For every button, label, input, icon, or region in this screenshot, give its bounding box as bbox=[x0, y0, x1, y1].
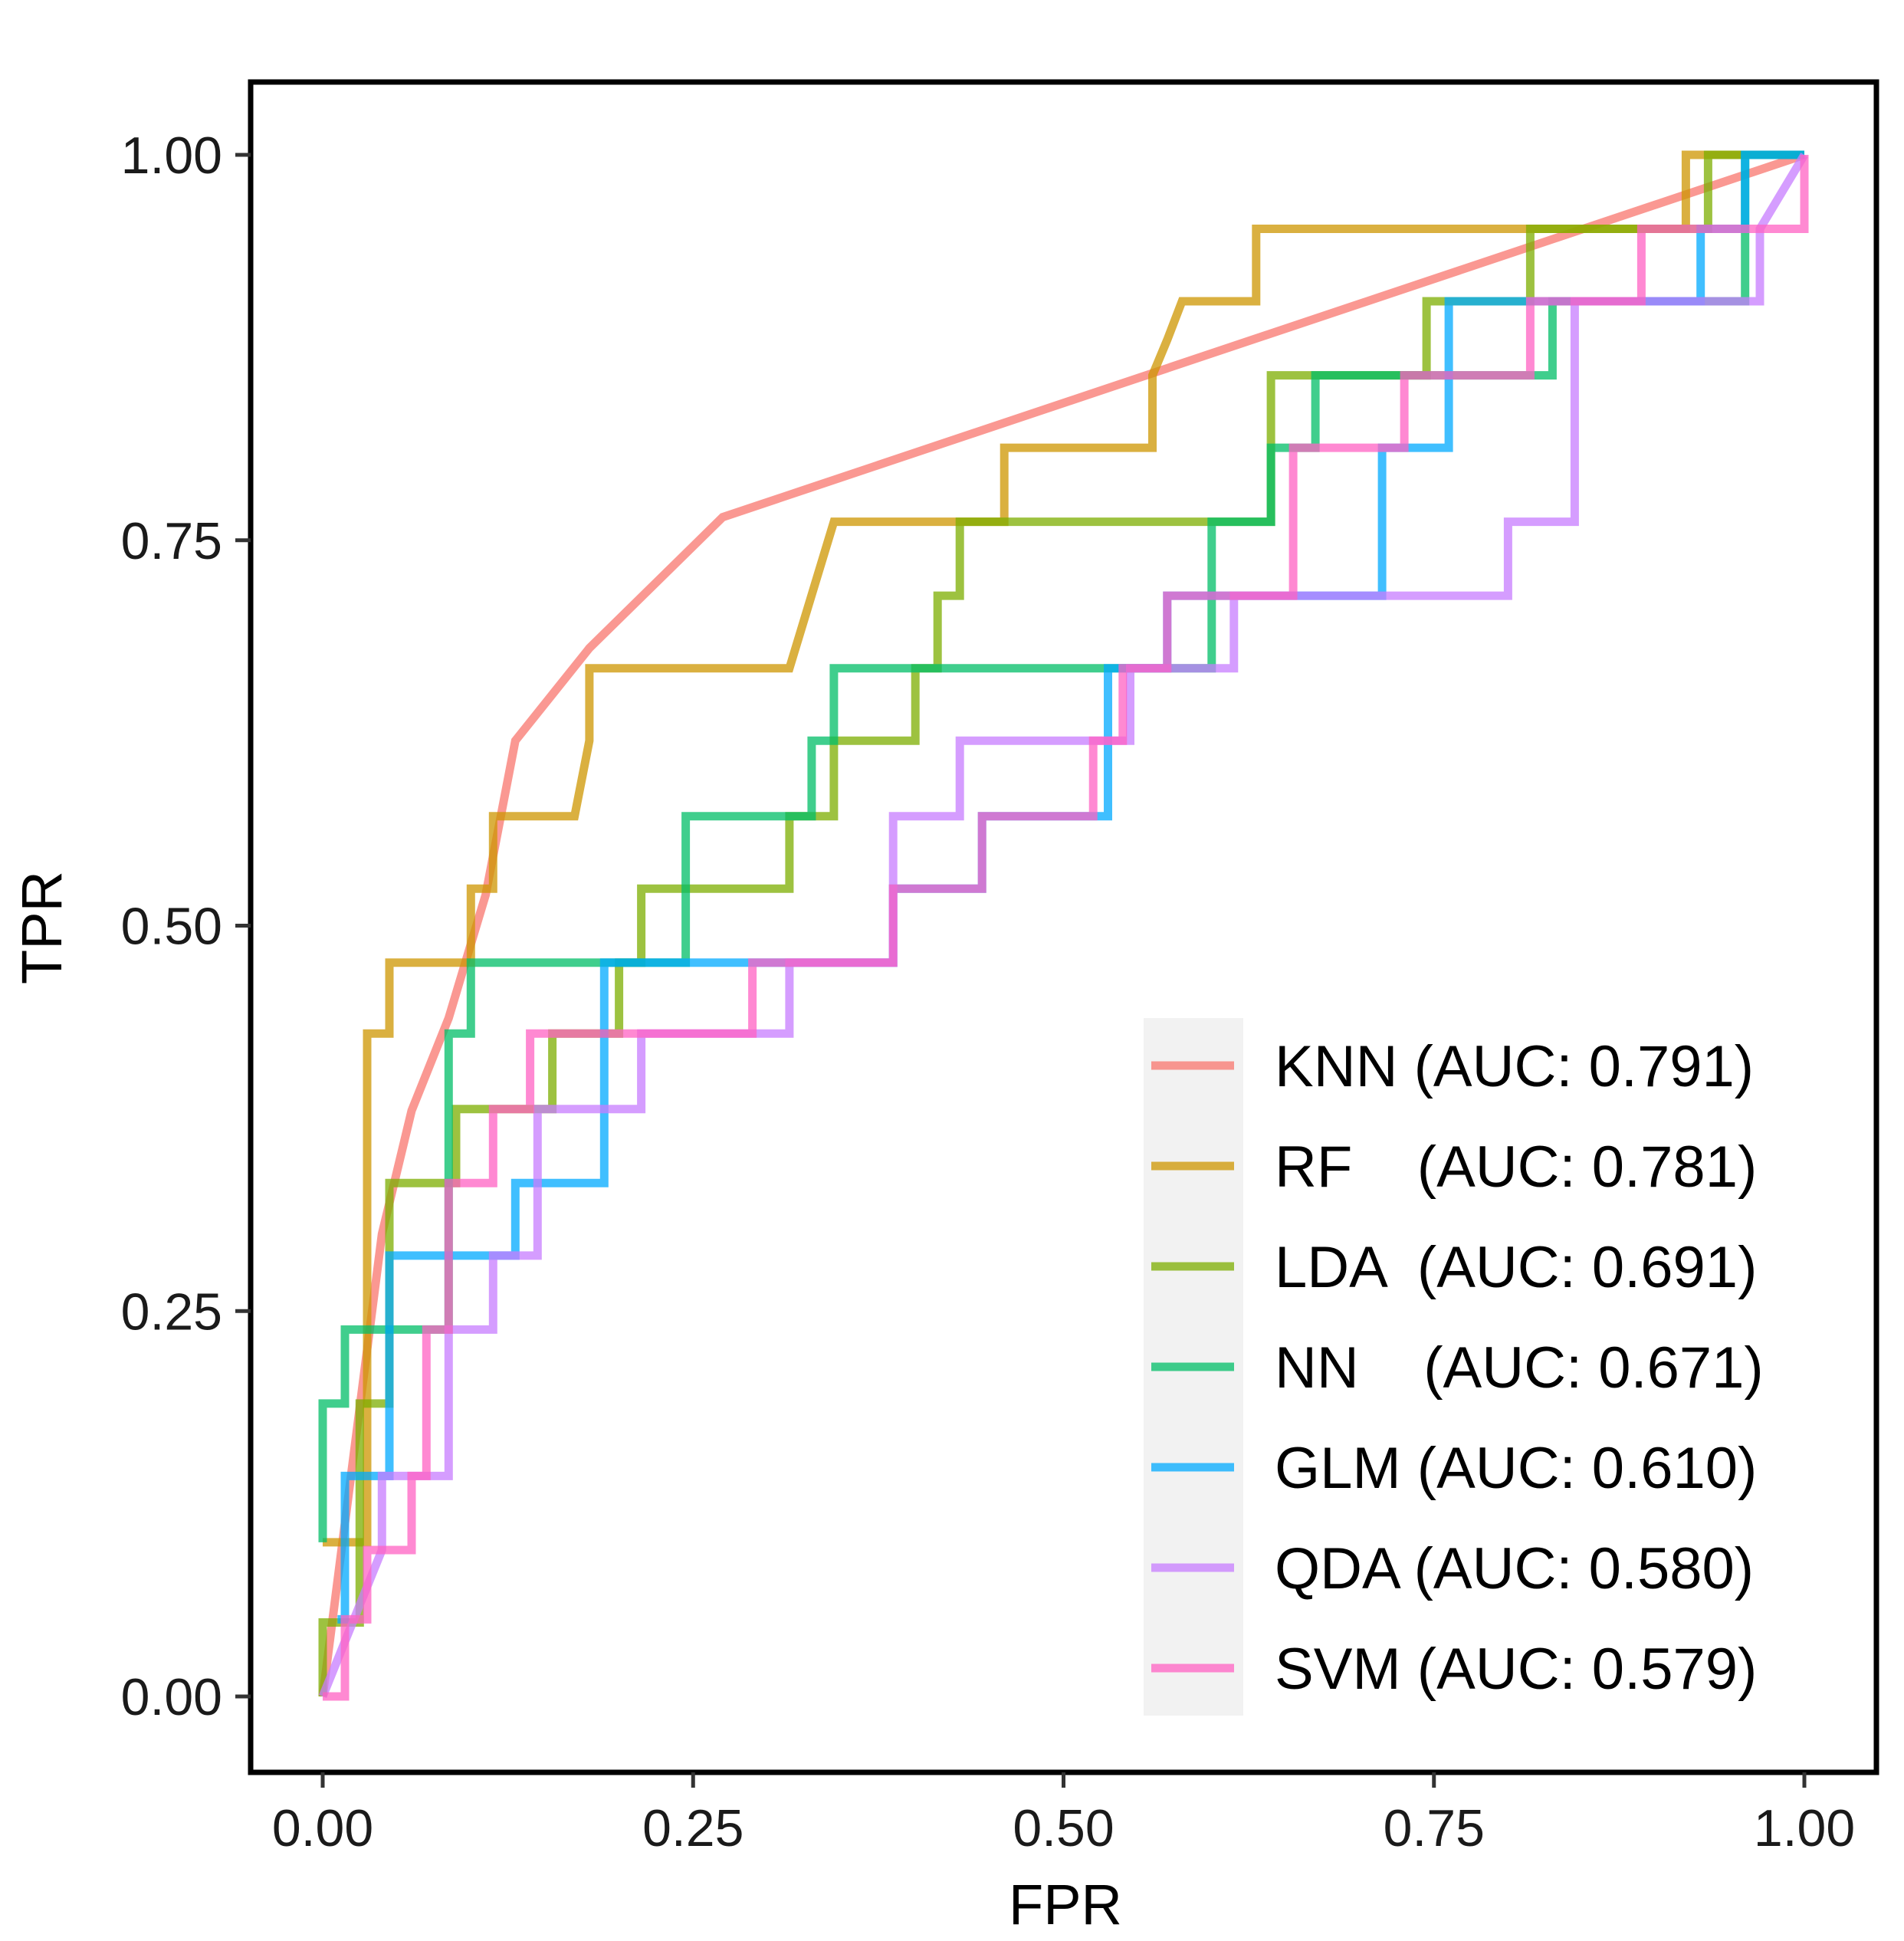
series-layer bbox=[318, 150, 1809, 1701]
y-tick-label: 1.00 bbox=[121, 126, 222, 185]
legend-label-lda: LDA (AUC: 0.691) bbox=[1275, 1235, 1757, 1300]
legend-label-qda: QDA (AUC: 0.580) bbox=[1275, 1536, 1754, 1601]
x-axis-title: FPR bbox=[1009, 1873, 1122, 1936]
series-line-rf bbox=[323, 150, 1804, 1547]
x-tick-label: 1.00 bbox=[1754, 1799, 1855, 1857]
y-tick-label: 0.50 bbox=[121, 898, 222, 956]
legend-label-glm: GLM (AUC: 0.610) bbox=[1275, 1436, 1757, 1501]
legend: KNN (AUC: 0.791) RF (AUC: 0.781) LDA (AUC:… bbox=[1144, 1018, 1764, 1716]
legend-label-svm: SVM (AUC: 0.579) bbox=[1275, 1637, 1757, 1702]
legend-items: KNN (AUC: 0.791) RF (AUC: 0.781) LDA (AUC:… bbox=[1151, 1034, 1764, 1702]
y-tick-label: 0.75 bbox=[121, 512, 222, 570]
legend-label-knn: KNN (AUC: 0.791) bbox=[1275, 1034, 1754, 1099]
x-tick-label: 0.75 bbox=[1384, 1799, 1485, 1857]
series-line-lda bbox=[318, 150, 1804, 1696]
y-axis: 0.00 0.25 0.50 0.75 1.00 bbox=[121, 126, 251, 1726]
x-tick-label: 0.25 bbox=[642, 1799, 744, 1857]
series-line-svm bbox=[323, 155, 1809, 1701]
x-axis: 0.00 0.25 0.50 0.75 1.00 bbox=[272, 1772, 1855, 1857]
x-tick-label: 0.00 bbox=[272, 1799, 373, 1857]
legend-label-rf: RF (AUC: 0.781) bbox=[1275, 1135, 1757, 1200]
x-tick-label: 0.50 bbox=[1013, 1799, 1114, 1857]
y-tick-label: 0.00 bbox=[121, 1668, 222, 1726]
legend-label-nn: NN (AUC: 0.671) bbox=[1275, 1335, 1764, 1401]
y-axis-title: TPR bbox=[10, 871, 74, 984]
y-tick-label: 0.25 bbox=[121, 1283, 222, 1341]
